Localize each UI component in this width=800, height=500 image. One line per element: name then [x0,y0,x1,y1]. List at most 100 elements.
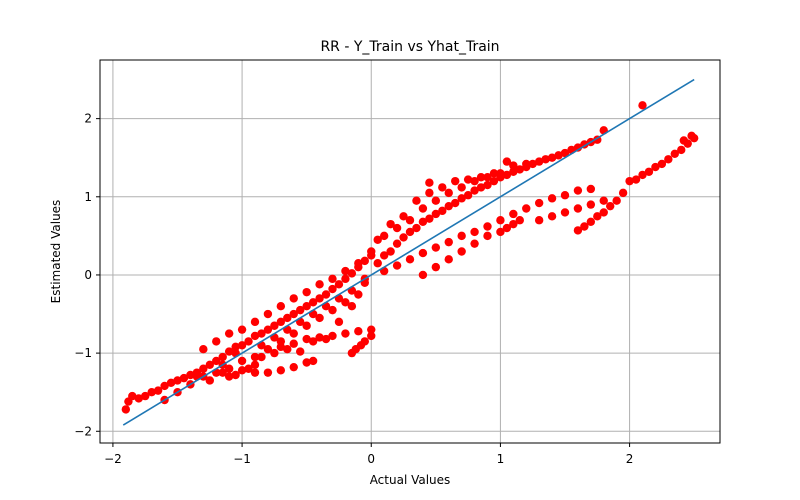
scatter-point [283,345,292,354]
scatter-point [438,206,447,216]
x-tick-label: 1 [497,452,505,466]
scatter-point [224,329,234,338]
scatter-point [276,342,286,352]
scatter-point [283,313,292,323]
x-tick-label: 0 [367,452,375,466]
scatter-point [315,313,324,323]
scatter-point [547,153,557,162]
scatter-point [476,173,486,182]
scatter-point [392,261,402,270]
scatter-point [334,317,344,327]
scatter-point [315,333,324,342]
scatter-point [237,341,247,350]
scatter-point [160,381,169,391]
scatter-points [121,101,699,414]
scatter-point [224,372,234,381]
scatter-point [547,212,557,221]
scatter-point [237,366,247,375]
scatter-point [515,165,524,174]
scatter-point [321,334,331,344]
scatter-point [321,290,331,299]
scatter-point [179,373,189,383]
scatter-point [599,196,608,205]
scatter-point [270,321,279,330]
scatter-point [302,321,311,330]
scatter-point [354,259,363,268]
scatter-point [509,219,518,229]
scatter-point [638,101,647,110]
scatter-point [405,227,415,237]
scatter-point [412,223,421,233]
chart-title: RR - Y_Train vs Yhat_Train [320,39,499,55]
scatter-point [560,191,570,200]
scatter-point [263,368,273,377]
scatter-point [334,280,344,289]
scatter-point [276,302,286,311]
scatter-point [263,309,273,319]
scatter-point [625,176,634,186]
scatter-point [263,345,273,354]
scatter-point [687,131,696,141]
scatter-point [347,269,357,278]
scatter-point [677,145,686,155]
scatter-point [489,169,499,178]
scatter-point [231,370,240,380]
scatter-point [212,337,221,346]
scatter-point [534,157,544,166]
scatter-point [328,331,337,341]
scatter-point [431,262,441,272]
scatter-point [218,352,227,362]
scatter-point [502,170,512,180]
scatter-point [302,287,311,297]
scatter-point [373,235,382,244]
scatter-point [399,233,408,242]
scatter-point [586,184,596,194]
scatter-point [560,148,570,158]
scatter-point [444,201,453,211]
scatter-point [470,227,479,237]
scatter-point [392,239,402,248]
scatter-point [438,183,447,192]
scatter-point [554,151,563,160]
scatter-point [141,391,150,401]
x-tick-label: −1 [233,452,251,466]
scatter-point [205,376,214,385]
y-tick-label: 0 [84,268,92,282]
scatter-point [186,370,195,380]
scatter-point [431,196,441,205]
scatter-point [418,204,428,213]
scatter-point [457,194,466,203]
scatter-point [289,294,298,303]
scatter-point [483,222,492,231]
scatter-point [573,204,583,213]
scatter-point [534,216,544,225]
scatter-point [463,191,473,200]
scatter-point [522,159,531,169]
scatter-point [657,159,667,169]
scatter-point [515,216,524,225]
scatter-point [354,290,363,299]
scatter-point [224,364,234,373]
scatter-point [509,161,518,170]
scatter-point [470,186,479,195]
plot-frame [99,59,721,444]
scatter-point [224,347,234,356]
x-tick-label: 2 [626,452,634,466]
scatter-point [573,226,583,235]
scatter-point [257,329,266,338]
scatter-point [257,352,266,362]
scatter-point [638,170,647,180]
scatter-point [121,405,131,414]
scatter-point [379,251,389,260]
scatter-point [431,209,441,219]
y-tick-label: −1 [74,346,92,360]
scatter-point [308,356,318,366]
scatter-point [328,274,337,284]
regression-line [122,78,695,426]
scatter-point [360,256,369,266]
scatter-point [457,247,466,256]
scatter-point [444,237,453,247]
scatter-point [205,360,214,370]
scatter-point [231,342,240,352]
scatter-point [341,266,350,276]
